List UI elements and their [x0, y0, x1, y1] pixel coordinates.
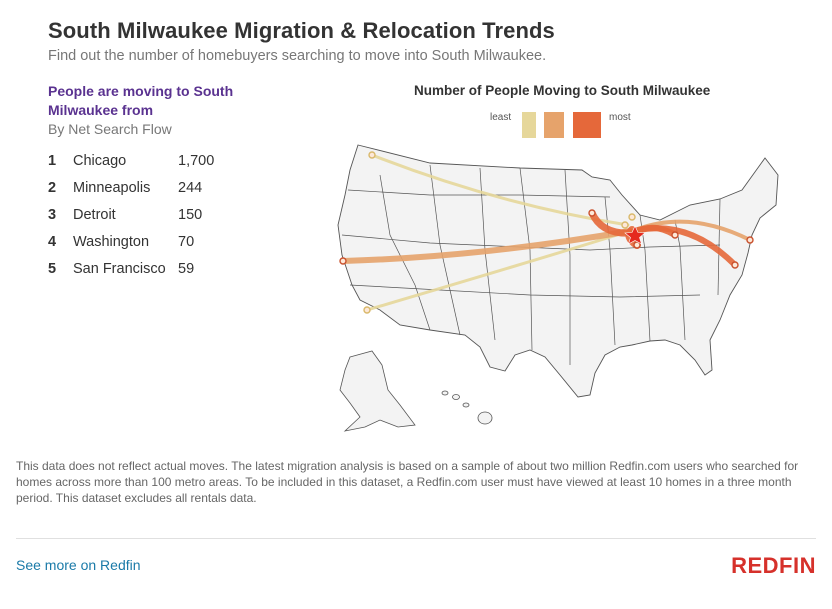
origin-seattle [368, 151, 376, 159]
origin-green-bay [621, 221, 629, 229]
redfin-logo: REDFIN [731, 553, 816, 578]
rank-city: Detroit [73, 206, 116, 223]
us-outline [337, 144, 779, 398]
ranking-row: 4 Washington 70 [48, 228, 308, 255]
footer-divider [16, 538, 816, 539]
rank-value: 1,700 [178, 152, 215, 169]
rank-value: 244 [178, 179, 203, 196]
rank-number: 3 [48, 206, 57, 223]
legend-swatch-most [573, 112, 601, 138]
origin-chicago [633, 241, 641, 249]
ranking-row: 2 Minneapolis 244 [48, 174, 308, 201]
origin-ranking-panel: People are moving to South Milwaukee fro… [48, 82, 308, 282]
flow-san-francisco [340, 228, 633, 264]
page-subtitle: Find out the number of homebuyers search… [48, 48, 547, 64]
origin-new-york [746, 236, 754, 244]
rank-number: 1 [48, 152, 57, 169]
legend-swatch-least [522, 112, 536, 138]
legend-swatch-mid [544, 112, 564, 138]
rank-number: 4 [48, 233, 57, 250]
ranking-row: 1 Chicago 1,700 [48, 147, 308, 174]
map-title: Number of People Moving to South Milwauk… [414, 83, 711, 98]
rank-number: 5 [48, 260, 57, 277]
flow-detroit [635, 224, 678, 238]
origin-los-angeles [363, 306, 371, 314]
map-legend: least most [490, 112, 650, 140]
rank-city: Washington [73, 233, 150, 250]
rank-value: 150 [178, 206, 203, 223]
hawaii-shapes [441, 390, 493, 425]
ranking-subheading: By Net Search Flow [48, 121, 172, 137]
legend-most-label: most [609, 112, 631, 123]
us-migration-map [337, 144, 779, 432]
origin-washington [731, 261, 739, 269]
origin-madison [628, 213, 636, 221]
origin-detroit [671, 231, 679, 239]
rank-city: San Francisco [73, 260, 166, 277]
rank-city: Chicago [73, 152, 127, 169]
south-milwaukee-star-icon [624, 225, 646, 245]
ranking-list: 1 Chicago 1,700 2 Minneapolis 244 3 Detr… [48, 147, 308, 282]
ranking-row: 3 Detroit 150 [48, 201, 308, 228]
origin-san-francisco [339, 257, 347, 265]
data-disclaimer: This data does not reflect actual moves.… [16, 459, 799, 505]
rank-city: Minneapolis [73, 179, 151, 196]
ranking-row: 5 San Francisco 59 [48, 255, 308, 282]
flow-los-angeles [365, 229, 632, 312]
alaska-shape [339, 350, 416, 432]
rank-number: 2 [48, 179, 57, 196]
see-more-link[interactable]: See more on Redfin [16, 557, 141, 573]
origin-minneapolis [588, 209, 596, 217]
ranking-heading: People are moving to South Milwaukee fro… [48, 83, 234, 118]
rank-value: 70 [178, 233, 195, 250]
rank-value: 59 [178, 260, 195, 277]
page-title: South Milwaukee Migration & Relocation T… [48, 18, 555, 43]
legend-least-label: least [490, 112, 512, 123]
origin-markers [339, 151, 754, 314]
